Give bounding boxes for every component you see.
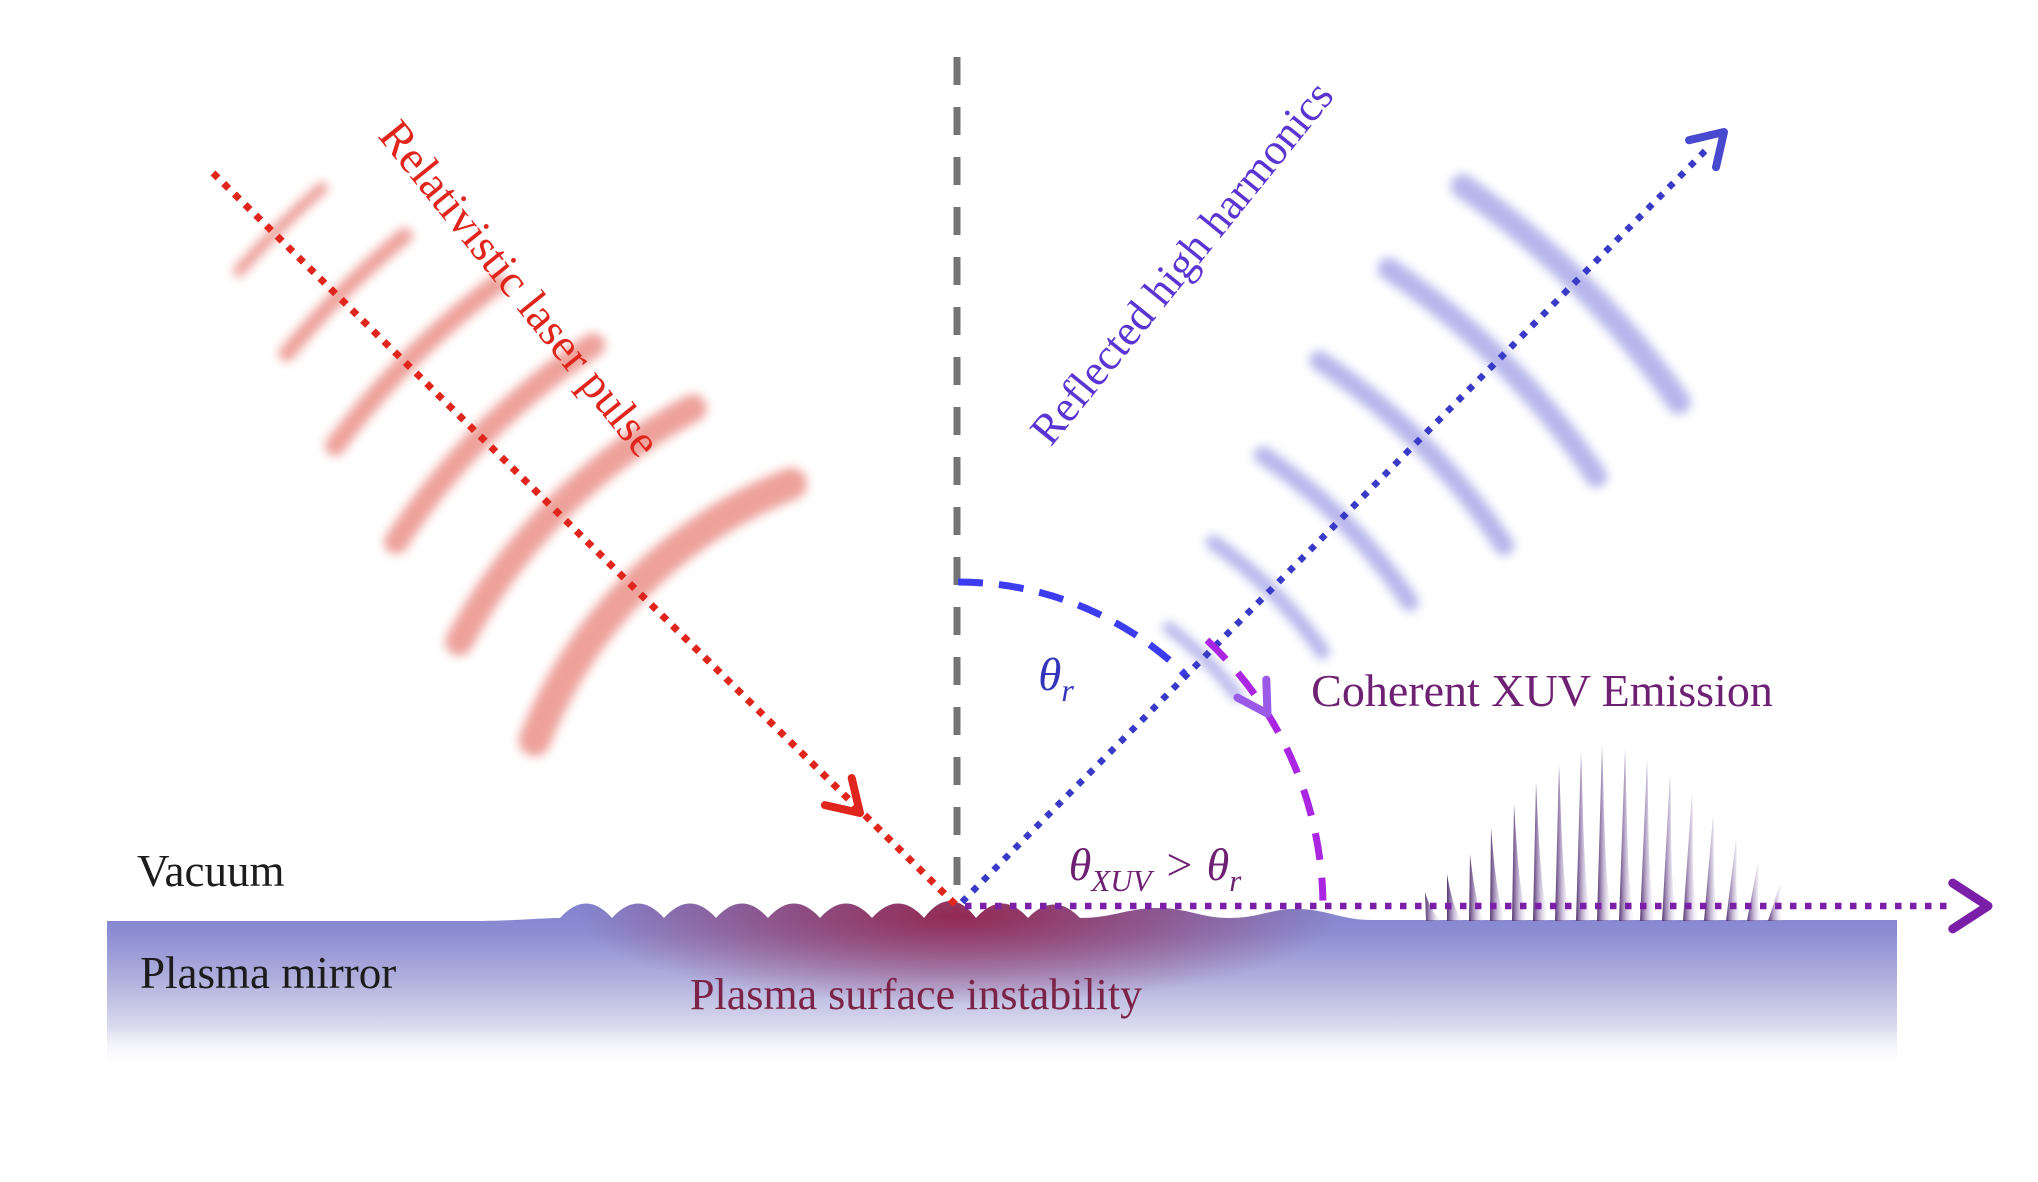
surface-instability-label: Plasma surface instability (690, 970, 1142, 1019)
xuv-spike (1533, 782, 1549, 921)
xuv-spike (1683, 793, 1699, 921)
xuv-spike (1726, 839, 1742, 921)
xuv-spike (1425, 892, 1442, 921)
surface-heating-tint (578, 901, 1338, 1004)
theta-r-angle-arc (957, 578, 1188, 677)
harmonic-wavefront-arc (1377, 257, 1608, 488)
laser-wavefront-arc (325, 274, 507, 456)
xuv-emission-label: Coherent XUV Emission (1311, 665, 1773, 716)
reflected-ray (959, 147, 1709, 905)
xuv-spike (1640, 760, 1656, 921)
xuv-surface-ray-arrowhead (1948, 878, 1993, 934)
harmonic-wavefront-arc (1253, 446, 1419, 612)
reflected-beam-label: Reflected high harmonics (1020, 72, 1343, 454)
theta-symbol: θ (1038, 649, 1061, 701)
laser-wavefront-arc (384, 333, 606, 555)
xuv-spike (1576, 752, 1592, 921)
laser-wavefront-arc (445, 394, 707, 656)
plasma-mirror-label: Plasma mirror (140, 948, 396, 998)
harmonic-wavefront-arc (1309, 350, 1515, 556)
inequality-sign: > (1164, 839, 1195, 890)
xuv-spike (1447, 874, 1463, 921)
harmonic-wavefront-arc (1162, 621, 1244, 703)
reflected-wavefronts (1162, 174, 1691, 703)
xuv-inequality-label: θXUV > θr (1069, 839, 1243, 898)
incident-ray (210, 170, 959, 908)
incident-ray-arrowhead (820, 774, 864, 817)
theta-subscript: r (1061, 672, 1074, 708)
theta-symbol: θ (1207, 839, 1230, 890)
vacuum-label: Vacuum (137, 846, 284, 896)
xuv-angle-arc (1204, 637, 1327, 901)
laser-wavefront-arc (278, 227, 413, 362)
theta-r-label: θr (1038, 649, 1074, 708)
reflected-ray-arrowhead (1685, 128, 1728, 172)
xuv-spike (1704, 816, 1720, 921)
incident-wavefronts (233, 182, 808, 757)
xuv-spike (1512, 804, 1528, 921)
laser-wavefront-arc (233, 182, 328, 277)
xuv-pulse-train (1425, 745, 1784, 921)
xuv-spike (1747, 862, 1763, 921)
theta-subscript: r (1229, 863, 1242, 898)
xuv-spike (1768, 884, 1784, 921)
xuv-spike (1597, 745, 1613, 921)
xuv-spike (1469, 854, 1485, 921)
xuv-spike (1555, 765, 1571, 921)
xuv-angle-arc-arrowhead (1233, 675, 1272, 718)
xuv-spike (1490, 828, 1506, 921)
xuv-spike (1619, 749, 1635, 921)
theta-subscript: XUV (1089, 863, 1154, 898)
harmonic-wavefront-arc (1450, 174, 1691, 415)
theta-symbol: θ (1069, 839, 1092, 890)
xuv-spike (1662, 774, 1678, 921)
